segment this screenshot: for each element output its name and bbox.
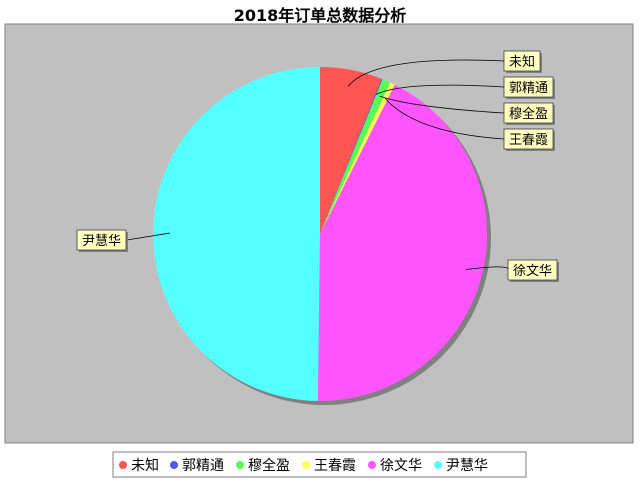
legend-swatch-5 [368,461,376,469]
legend-swatch-3 [236,461,244,469]
slice-6-label-box [76,229,127,251]
legend-label-3: 穆全盈 [248,457,290,474]
slice-1-leader-line [347,59,505,87]
slice-4[interactable] [320,82,395,234]
chart-title: 2018年订单总数据分析 [234,6,407,25]
slice-1-label-box [503,50,541,72]
legend: 未知 郭精通 穆全盈 王春霞 徐文华 尹慧华 [119,457,488,474]
slice-6-leader-line [126,232,170,241]
slice-2[interactable] [320,78,383,234]
legend-label-4: 王春霞 [314,458,356,474]
legend-swatch-2 [170,461,178,469]
slice-5-label-box [507,259,558,281]
slice-4-leader-line [384,98,505,140]
legend-label-1: 未知 [131,457,159,474]
slice-6-label: 尹慧华 [82,233,121,249]
legend-label-2: 郭精通 [182,457,224,474]
slice-3[interactable] [320,79,391,234]
slice-6[interactable] [152,67,320,401]
legend-label-6: 尹慧华 [446,458,488,474]
slice-3-leader-line [379,95,505,114]
legend-swatch-6 [434,461,442,469]
leader-lines [126,59,509,271]
pie-slices [152,67,488,401]
legend-box [112,451,527,478]
slice-4-label-box [503,128,554,150]
slice-5-label: 徐文华 [513,264,552,279]
legend-swatch-4 [302,461,310,469]
legend-swatch-1 [119,461,127,469]
slice-2-leader-line [375,84,505,95]
slice-1[interactable] [320,67,382,234]
slice-5[interactable] [317,84,488,401]
legend-label-5: 徐文华 [380,458,422,474]
slice-3-label-box [503,102,554,124]
slice-4-label: 王春霞 [509,133,548,148]
slice-3-label: 穆全盈 [509,106,548,122]
slice-2-label: 郭精通 [509,80,548,96]
slice-1-label: 未知 [509,54,535,70]
slice-2-label-box [503,76,554,98]
